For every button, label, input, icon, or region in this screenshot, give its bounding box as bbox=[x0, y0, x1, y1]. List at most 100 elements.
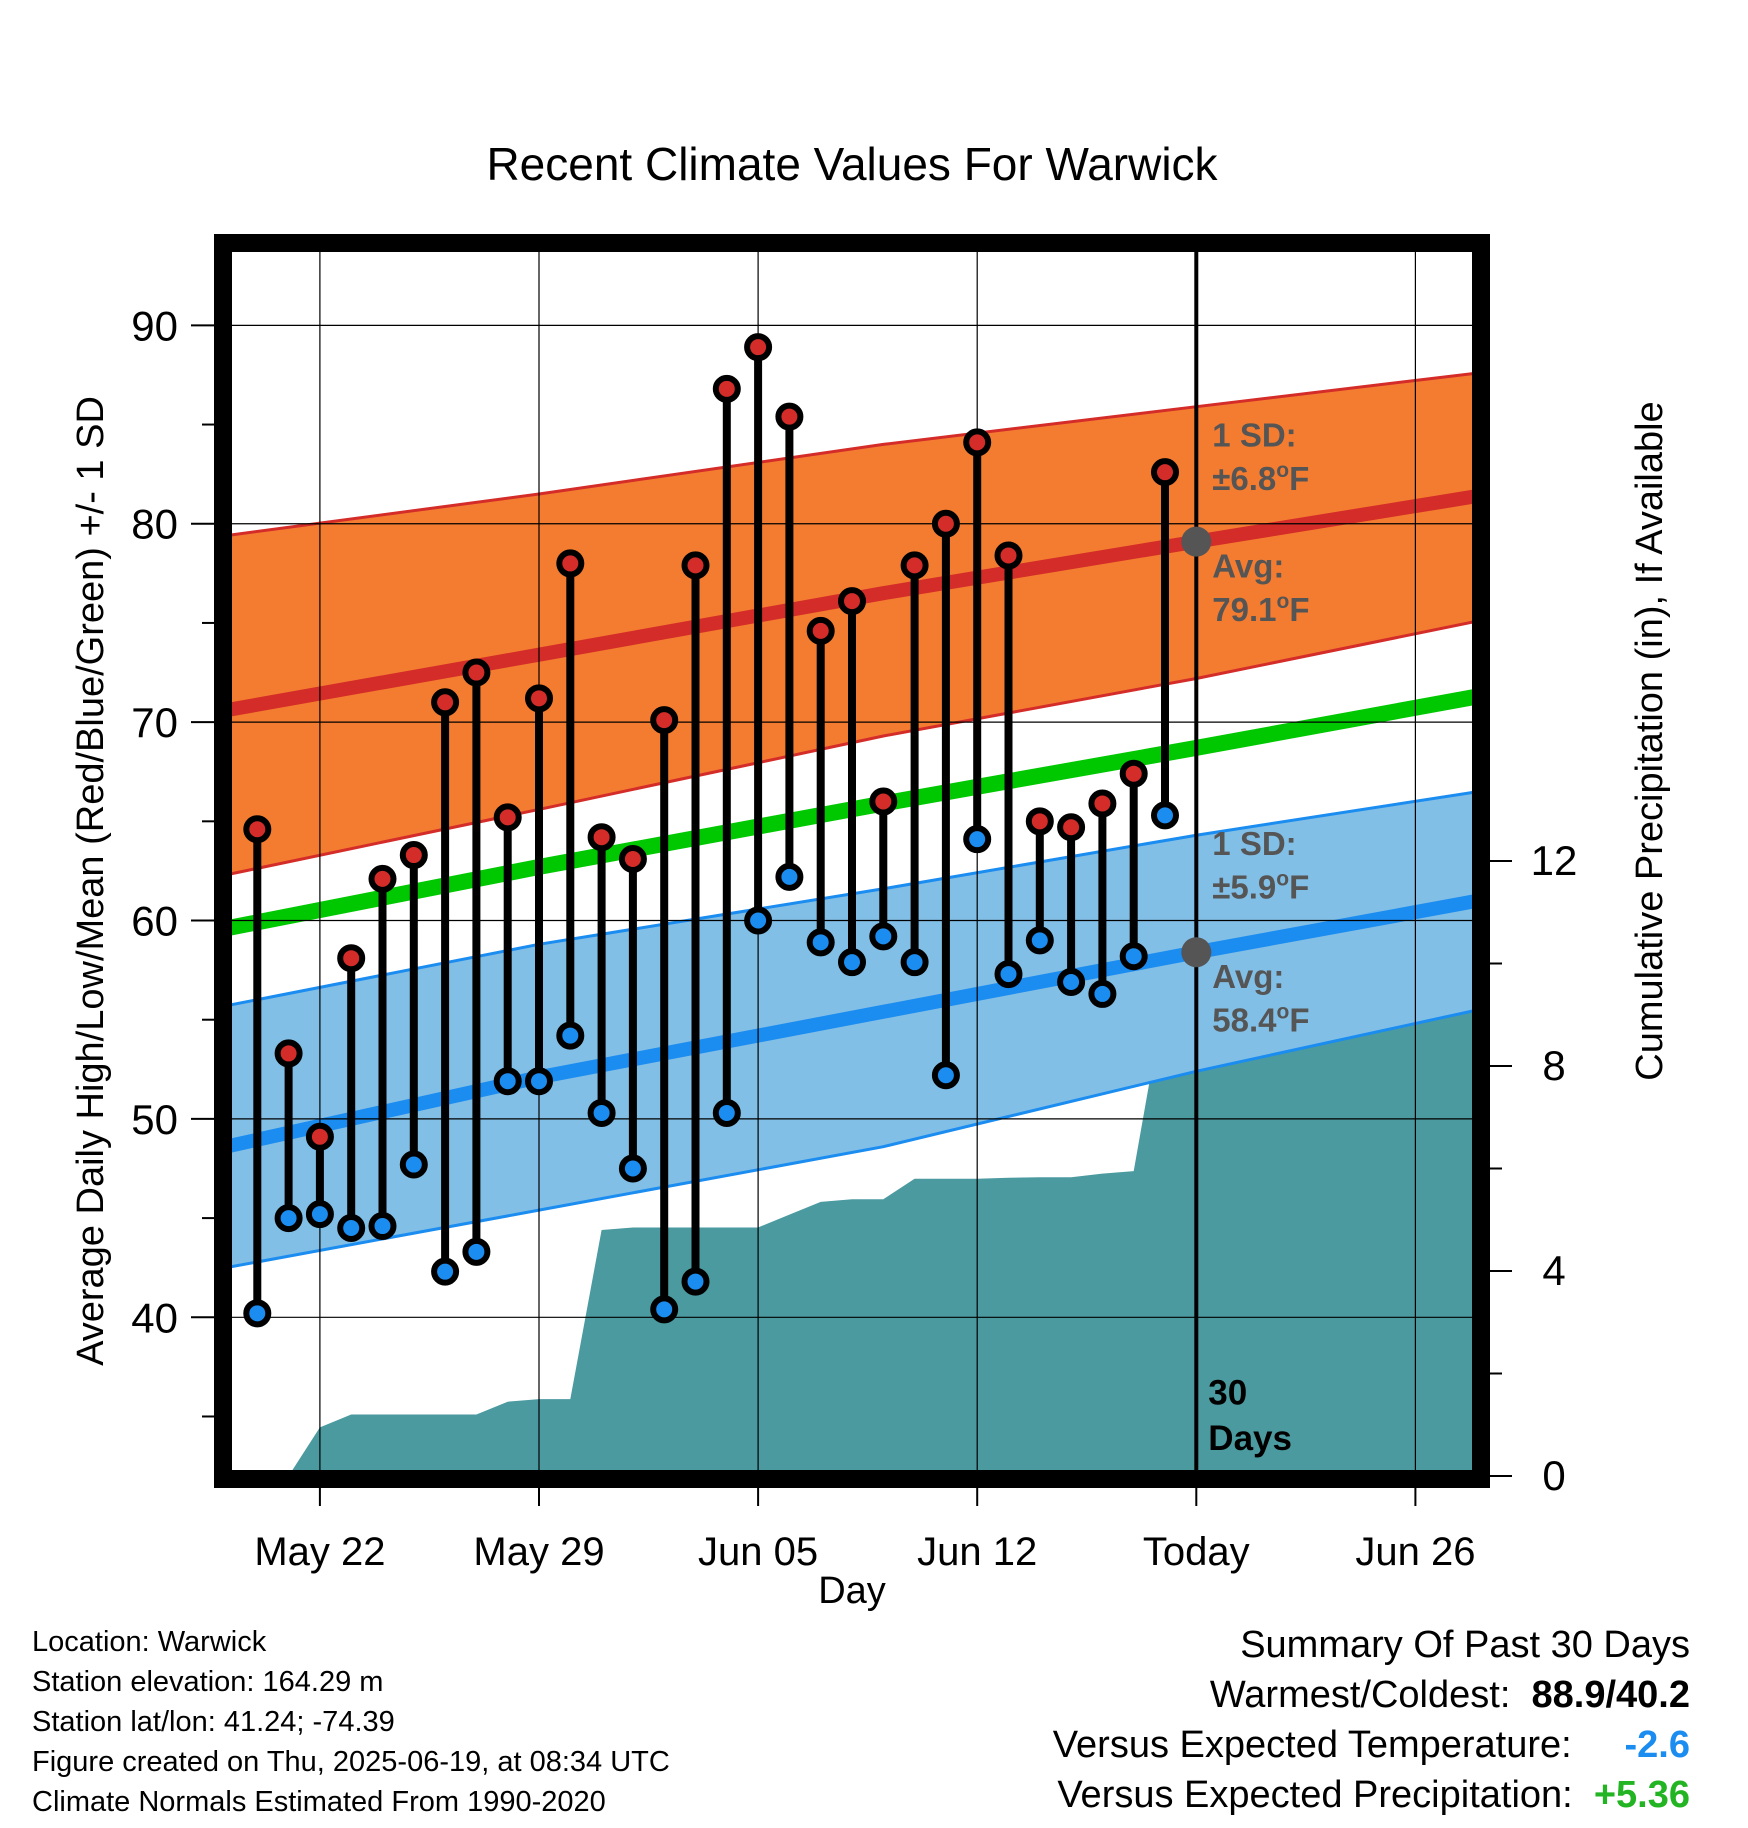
low-point bbox=[556, 1021, 585, 1050]
high-sd-value: ±6.8oF bbox=[1212, 459, 1309, 497]
high-point bbox=[963, 428, 992, 457]
today-avg-high-marker bbox=[1181, 526, 1212, 557]
low-point bbox=[1119, 942, 1148, 971]
avg-high-line bbox=[226, 489, 1478, 718]
today-avg-low-marker bbox=[1181, 937, 1212, 968]
high-point bbox=[1151, 458, 1179, 487]
low-point bbox=[1057, 968, 1086, 997]
low-point bbox=[869, 922, 898, 951]
high-point bbox=[243, 815, 272, 844]
avg-low-line bbox=[226, 893, 1478, 1154]
x-tick-label: Jun 12 bbox=[917, 1530, 1037, 1574]
low-point bbox=[243, 1299, 272, 1328]
high-point bbox=[869, 787, 898, 816]
x-tick-label: Today bbox=[1143, 1530, 1250, 1574]
low-point bbox=[775, 862, 804, 891]
summary-title: Summary Of Past 30 Days bbox=[1240, 1624, 1690, 1666]
y2-tick-label: 4 bbox=[1542, 1247, 1565, 1294]
warmest-value: 88.9/40.2 bbox=[1531, 1674, 1690, 1716]
y-tick-label: 50 bbox=[131, 1096, 178, 1143]
low-sd-label: 1 SD: bbox=[1212, 825, 1296, 862]
precip-row: Versus Expected Precipitation: +5.36 bbox=[1053, 1770, 1690, 1820]
chart-title: Recent Climate Values For Warwick bbox=[486, 138, 1218, 190]
high-point bbox=[650, 706, 679, 735]
y2-tick-label: 0 bbox=[1542, 1452, 1565, 1499]
y2-tick-label: 12 bbox=[1531, 837, 1578, 884]
low-point bbox=[712, 1098, 741, 1127]
climate-chart: 1 SD: ±6.8oF Avg: 79.1oF 1 SD: ±5.9oF Avg: 58.4… bbox=[70, 138, 1671, 1612]
low-point bbox=[368, 1212, 397, 1241]
y-tick-label: 90 bbox=[131, 302, 178, 349]
location-text: Location: Warwick bbox=[32, 1626, 267, 1658]
low-point bbox=[806, 928, 835, 957]
high-sd-band-upper bbox=[226, 371, 1478, 538]
high-point bbox=[462, 658, 491, 687]
low-point bbox=[1151, 801, 1179, 830]
low-point bbox=[1025, 926, 1054, 955]
temp-label: Versus Expected Temperature: bbox=[1052, 1724, 1572, 1766]
low-point bbox=[525, 1067, 553, 1096]
high-sd-label: 1 SD: bbox=[1212, 416, 1296, 453]
normals-text: Climate Normals Estimated From 1990-2020 bbox=[32, 1786, 606, 1818]
low-point bbox=[274, 1204, 303, 1233]
high-point bbox=[744, 333, 773, 362]
low-point bbox=[305, 1200, 334, 1229]
high-point bbox=[525, 684, 553, 713]
high-point bbox=[1025, 807, 1054, 836]
y-tick-label: 80 bbox=[131, 501, 178, 548]
low-point bbox=[618, 1154, 647, 1183]
x-tick-label: May 29 bbox=[473, 1530, 604, 1574]
high-point bbox=[431, 688, 460, 717]
high-point bbox=[838, 587, 866, 616]
high-point bbox=[337, 944, 366, 973]
high-point bbox=[1119, 759, 1148, 788]
low-point bbox=[650, 1295, 679, 1324]
x-tick-label: Jun 05 bbox=[698, 1530, 818, 1574]
high-avg-label: Avg: bbox=[1212, 547, 1284, 584]
high-point bbox=[900, 551, 929, 580]
high-point bbox=[493, 803, 522, 832]
summary-panel: Summary Of Past 30 Days Warmest/Coldest:… bbox=[1053, 1620, 1690, 1820]
low-point bbox=[931, 1061, 960, 1090]
high-point bbox=[994, 541, 1023, 570]
temp-row: Versus Expected Temperature: -2.6 bbox=[1053, 1720, 1690, 1770]
high-point bbox=[587, 823, 616, 852]
warmest-row: Warmest/Coldest: 88.9/40.2 bbox=[1053, 1670, 1690, 1720]
low-point bbox=[399, 1150, 428, 1179]
high-point bbox=[806, 616, 835, 645]
high-point bbox=[931, 509, 960, 538]
low-sd-value: ±5.9oF bbox=[1212, 868, 1309, 906]
x-tick-label: May 22 bbox=[254, 1530, 385, 1574]
low-point bbox=[994, 960, 1023, 989]
high-point bbox=[305, 1122, 334, 1151]
y-tick-label: 40 bbox=[131, 1294, 178, 1341]
high-point bbox=[712, 374, 741, 403]
high-point bbox=[399, 841, 428, 870]
high-point bbox=[681, 551, 710, 580]
high-sd-band-lower bbox=[226, 619, 1478, 877]
low-point bbox=[462, 1237, 491, 1266]
days-label-1: 30 bbox=[1208, 1374, 1247, 1413]
y2-tick-label: 8 bbox=[1542, 1042, 1565, 1089]
precip-value: +5.36 bbox=[1593, 1774, 1690, 1816]
days-label-2: Days bbox=[1208, 1419, 1292, 1458]
x-axis-label: Day bbox=[818, 1570, 886, 1612]
low-point bbox=[1088, 979, 1117, 1008]
high-avg-value: 79.1oF bbox=[1212, 590, 1309, 628]
high-point bbox=[556, 549, 585, 578]
high-point bbox=[775, 402, 804, 431]
low-point bbox=[963, 825, 992, 854]
precip-label: Versus Expected Precipitation: bbox=[1057, 1774, 1573, 1816]
x-tick-label: Jun 26 bbox=[1355, 1530, 1475, 1574]
low-point bbox=[431, 1257, 460, 1286]
elevation-text: Station elevation: 164.29 m bbox=[32, 1666, 384, 1698]
y2-axis-label: Cumulative Precipitation (in), If Availa… bbox=[1629, 401, 1671, 1080]
precip-area bbox=[226, 994, 1478, 1476]
low-point bbox=[744, 906, 773, 935]
warmest-label: Warmest/Coldest: bbox=[1209, 1674, 1511, 1716]
plot-frame bbox=[214, 234, 1490, 1488]
y-axis-label: Average Daily High/Low/Mean (Red/Blue/Gr… bbox=[70, 396, 112, 1366]
y-tick-label: 70 bbox=[131, 699, 178, 746]
high-point bbox=[618, 845, 647, 874]
low-avg-label: Avg: bbox=[1212, 958, 1284, 995]
